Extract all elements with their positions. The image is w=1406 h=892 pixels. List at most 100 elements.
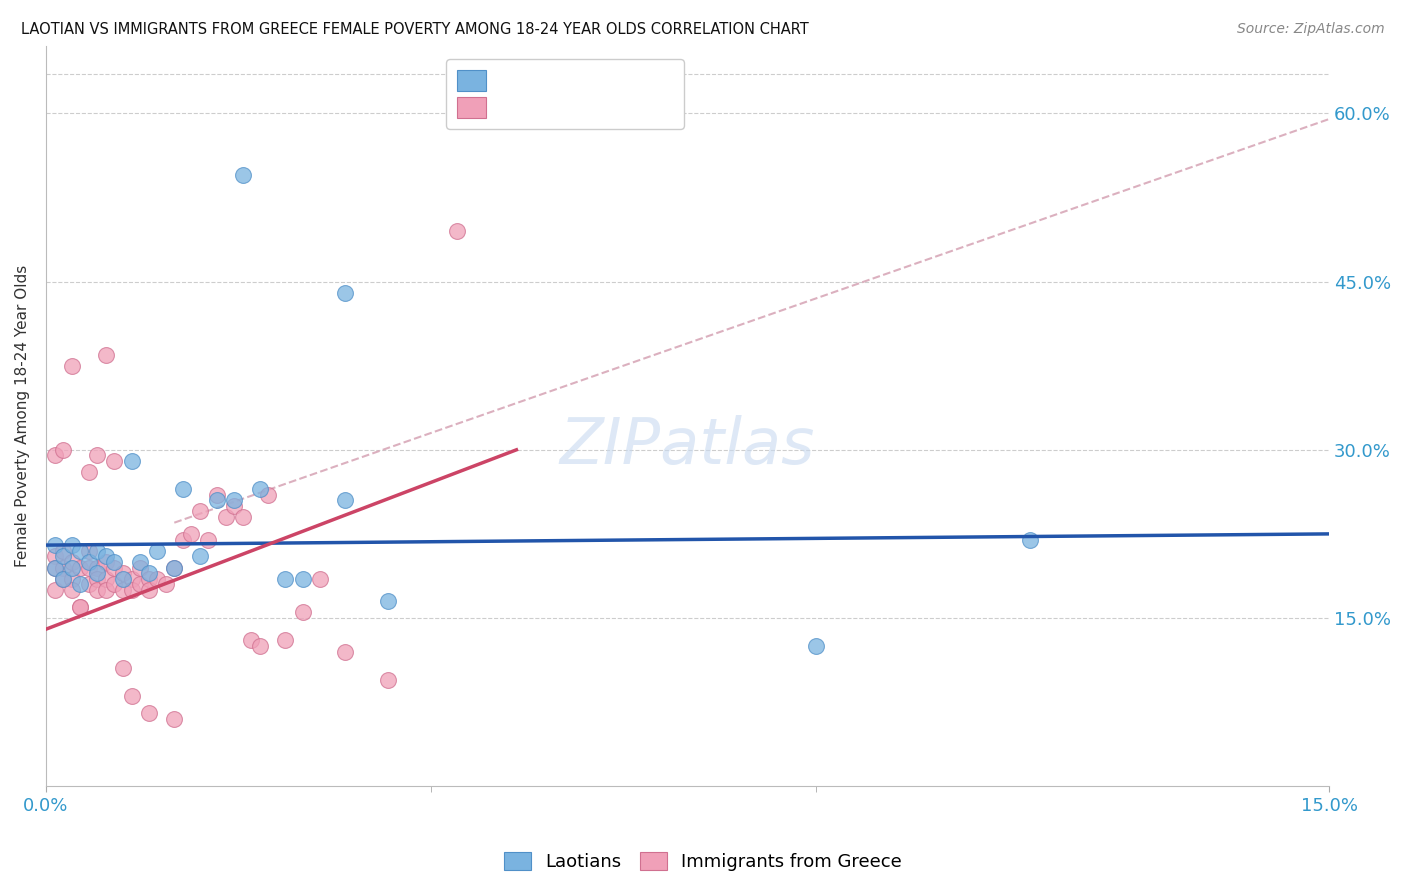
Point [138,706,160,721]
Point [77,577,100,591]
Point [377,594,399,608]
Point [138,582,160,597]
Point [121,572,143,586]
Point [291,572,314,586]
Point [111,572,134,586]
Point [214,510,236,524]
Y-axis label: Female Poverty Among 18-24 Year Olds: Female Poverty Among 18-24 Year Olds [15,265,30,567]
Point [274,572,297,586]
Point [103,577,125,591]
Point [446,224,468,238]
Point [69,577,91,591]
Point [155,577,177,591]
Point [335,645,357,659]
Point [86,449,108,463]
Point [291,606,314,620]
Point [86,566,108,581]
Point [138,566,160,581]
Point [94,572,117,586]
Point [44,560,66,574]
Legend: Laotians, Immigrants from Greece: Laotians, Immigrants from Greece [496,845,910,879]
Point [240,633,263,648]
Point [86,582,108,597]
Point [94,582,117,597]
Point [52,543,75,558]
Text: N =: N = [595,96,647,114]
Point [111,661,134,675]
Point [257,488,280,502]
Point [205,493,228,508]
Point [111,566,134,581]
Text: Source: ZipAtlas.com: Source: ZipAtlas.com [1237,22,1385,37]
Point [103,560,125,574]
Point [163,560,186,574]
Point [804,639,827,653]
Text: 62: 62 [650,96,673,114]
Point [1018,533,1040,547]
Point [77,543,100,558]
Point [52,560,75,574]
Point [60,555,83,569]
Text: 0.013: 0.013 [531,69,588,87]
Point [197,533,219,547]
Point [224,499,246,513]
Point [60,572,83,586]
Point [163,712,186,726]
Point [94,347,117,361]
Point [44,538,66,552]
Point [86,543,108,558]
Point [232,168,254,182]
Point [111,582,134,597]
Point [249,482,271,496]
Text: ZIPatlas: ZIPatlas [560,415,815,477]
Point [69,599,91,614]
Point [274,633,297,648]
Point [121,690,143,704]
Point [86,560,108,574]
Point [129,577,152,591]
Point [308,572,330,586]
Point [146,572,169,586]
Point [60,538,83,552]
Point [224,493,246,508]
Point [121,582,143,597]
Point [69,599,91,614]
Point [146,543,169,558]
Point [69,560,91,574]
Point [60,359,83,373]
Point [77,465,100,479]
Point [249,639,271,653]
Point [121,454,143,468]
Point [188,549,211,564]
Point [188,504,211,518]
Point [86,572,108,586]
Point [335,493,357,508]
Point [103,555,125,569]
Point [172,533,194,547]
Point [44,449,66,463]
Point [335,285,357,300]
Text: 0.317: 0.317 [531,96,588,114]
Point [172,482,194,496]
Point [129,555,152,569]
Point [94,555,117,569]
Point [60,560,83,574]
Point [52,549,75,564]
Text: N =: N = [595,69,647,87]
Legend:  R = 0.013   N = 32,  R = 0.317   N = 62: R = 0.013 N = 32, R = 0.317 N = 62 [446,59,683,128]
Point [52,572,75,586]
Point [52,442,75,457]
Point [129,560,152,574]
Point [77,555,100,569]
Text: LAOTIAN VS IMMIGRANTS FROM GREECE FEMALE POVERTY AMONG 18-24 YEAR OLDS CORRELATI: LAOTIAN VS IMMIGRANTS FROM GREECE FEMALE… [21,22,808,37]
Text: R =: R = [475,69,515,87]
Point [163,560,186,574]
Text: 32: 32 [650,69,673,87]
Point [69,543,91,558]
Text: R =: R = [475,96,515,114]
Point [377,673,399,687]
Point [94,549,117,564]
Point [60,582,83,597]
Point [205,488,228,502]
Point [232,510,254,524]
